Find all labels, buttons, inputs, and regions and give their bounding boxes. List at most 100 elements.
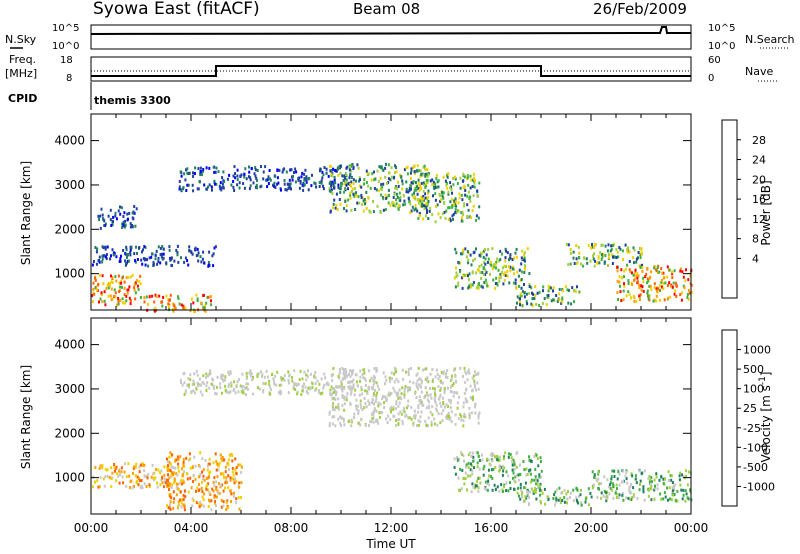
scatter-cell xyxy=(207,261,210,264)
scatter-cell xyxy=(350,208,353,212)
scatter-cell xyxy=(188,385,190,389)
scatter-cell xyxy=(141,262,144,266)
scatter-cell xyxy=(477,489,480,493)
scatter-cell xyxy=(169,482,172,486)
scatter-cell xyxy=(598,482,601,486)
scatter-cell xyxy=(101,300,104,304)
scatter-cell xyxy=(262,390,265,394)
scatter-cell xyxy=(195,489,197,493)
scatter-cell xyxy=(474,411,477,415)
scatter-cell xyxy=(123,293,126,297)
scatter-cell xyxy=(189,309,192,313)
scatter-cell xyxy=(215,460,218,463)
scatter-cell xyxy=(201,480,203,484)
scatter-cell xyxy=(418,384,421,388)
scatter-cell xyxy=(347,380,350,384)
scatter-cell xyxy=(422,165,425,169)
scatter-cell xyxy=(126,291,129,295)
scatter-cell xyxy=(296,392,299,396)
scatter-cell xyxy=(236,380,239,384)
scatter-cell xyxy=(104,247,107,251)
scatter-cell xyxy=(612,496,615,500)
scatter-cell xyxy=(640,288,643,292)
scatter-cell xyxy=(426,379,429,382)
scatter-cell xyxy=(655,294,658,298)
scatter-cell xyxy=(104,245,107,249)
scatter-cell xyxy=(636,272,639,275)
scatter-cell xyxy=(331,379,334,383)
scatter-cell xyxy=(464,370,467,374)
scatter-cell xyxy=(137,288,140,291)
scatter-cell xyxy=(202,167,205,171)
scatter-cell xyxy=(536,479,539,483)
scatter-cell xyxy=(340,183,343,187)
scatter-cell xyxy=(597,477,600,481)
scatter-cell xyxy=(226,480,229,484)
scatter-cell xyxy=(198,377,201,381)
scatter-cell xyxy=(125,484,128,488)
scatter-cell xyxy=(567,263,570,267)
scatter-cell xyxy=(475,286,478,290)
scatter-cell xyxy=(117,299,120,303)
scatter-cell xyxy=(205,384,208,388)
scatter-cell xyxy=(223,458,226,462)
scatter-cell xyxy=(311,382,314,386)
scatter-cell xyxy=(488,483,491,487)
scatter-cell xyxy=(513,272,516,276)
scatter-cell xyxy=(138,246,141,249)
scatter-cell xyxy=(199,255,202,259)
scatter-cell xyxy=(484,257,487,261)
scatter-cell xyxy=(478,411,481,415)
scatter-cell xyxy=(648,294,651,298)
scatter-cell xyxy=(412,423,415,427)
scatter-cell xyxy=(233,189,236,192)
scatter-cell xyxy=(232,495,235,499)
scatter-cell xyxy=(523,258,526,262)
scatter-cell xyxy=(476,189,479,193)
scatter-cell xyxy=(491,247,494,251)
scatter-cell xyxy=(673,292,676,296)
scatter-cell xyxy=(474,384,476,388)
scatter-cell xyxy=(331,422,334,426)
scatter-cell xyxy=(335,391,338,394)
scatter-cell xyxy=(434,375,437,379)
scatter-cell xyxy=(214,170,217,174)
scatter-cell xyxy=(395,400,398,404)
scatter-cell xyxy=(262,388,265,392)
scatter-cell xyxy=(463,414,466,418)
scatter-cell xyxy=(365,181,368,184)
scatter-cell xyxy=(674,483,677,487)
scatter-cell xyxy=(469,283,472,287)
scatter-cell xyxy=(558,287,561,291)
scatter-cell xyxy=(220,499,223,502)
scatter-cell xyxy=(114,469,116,473)
scatter-cell xyxy=(167,302,170,306)
scatter-cell xyxy=(372,413,375,417)
scatter-cell xyxy=(91,300,94,304)
scatter-cell xyxy=(172,500,175,504)
scatter-cell xyxy=(628,489,631,492)
scatter-cell xyxy=(447,405,450,409)
scatter-cell xyxy=(454,379,457,383)
scatter-cell xyxy=(233,387,236,391)
scatter-cell xyxy=(403,393,406,397)
scatter-cell xyxy=(262,170,265,174)
scatter-cell xyxy=(154,476,157,480)
scatter-cell xyxy=(456,406,459,410)
scatter-cell xyxy=(554,490,557,494)
scatter-cell xyxy=(364,200,367,204)
scatter-cell xyxy=(164,477,166,481)
scatter-cell xyxy=(319,169,321,173)
scatter-cell xyxy=(118,281,121,285)
scatter-cell xyxy=(309,372,312,376)
scatter-cell xyxy=(233,481,236,485)
scatter-cell xyxy=(414,197,417,201)
scatter-cell xyxy=(356,384,359,388)
scatter-cell xyxy=(450,390,453,394)
scatter-cell xyxy=(666,265,669,269)
scatter-cell xyxy=(668,268,671,272)
scatter-cell xyxy=(470,216,473,219)
scatter-cell xyxy=(498,464,501,468)
scatter-cell xyxy=(254,168,257,172)
